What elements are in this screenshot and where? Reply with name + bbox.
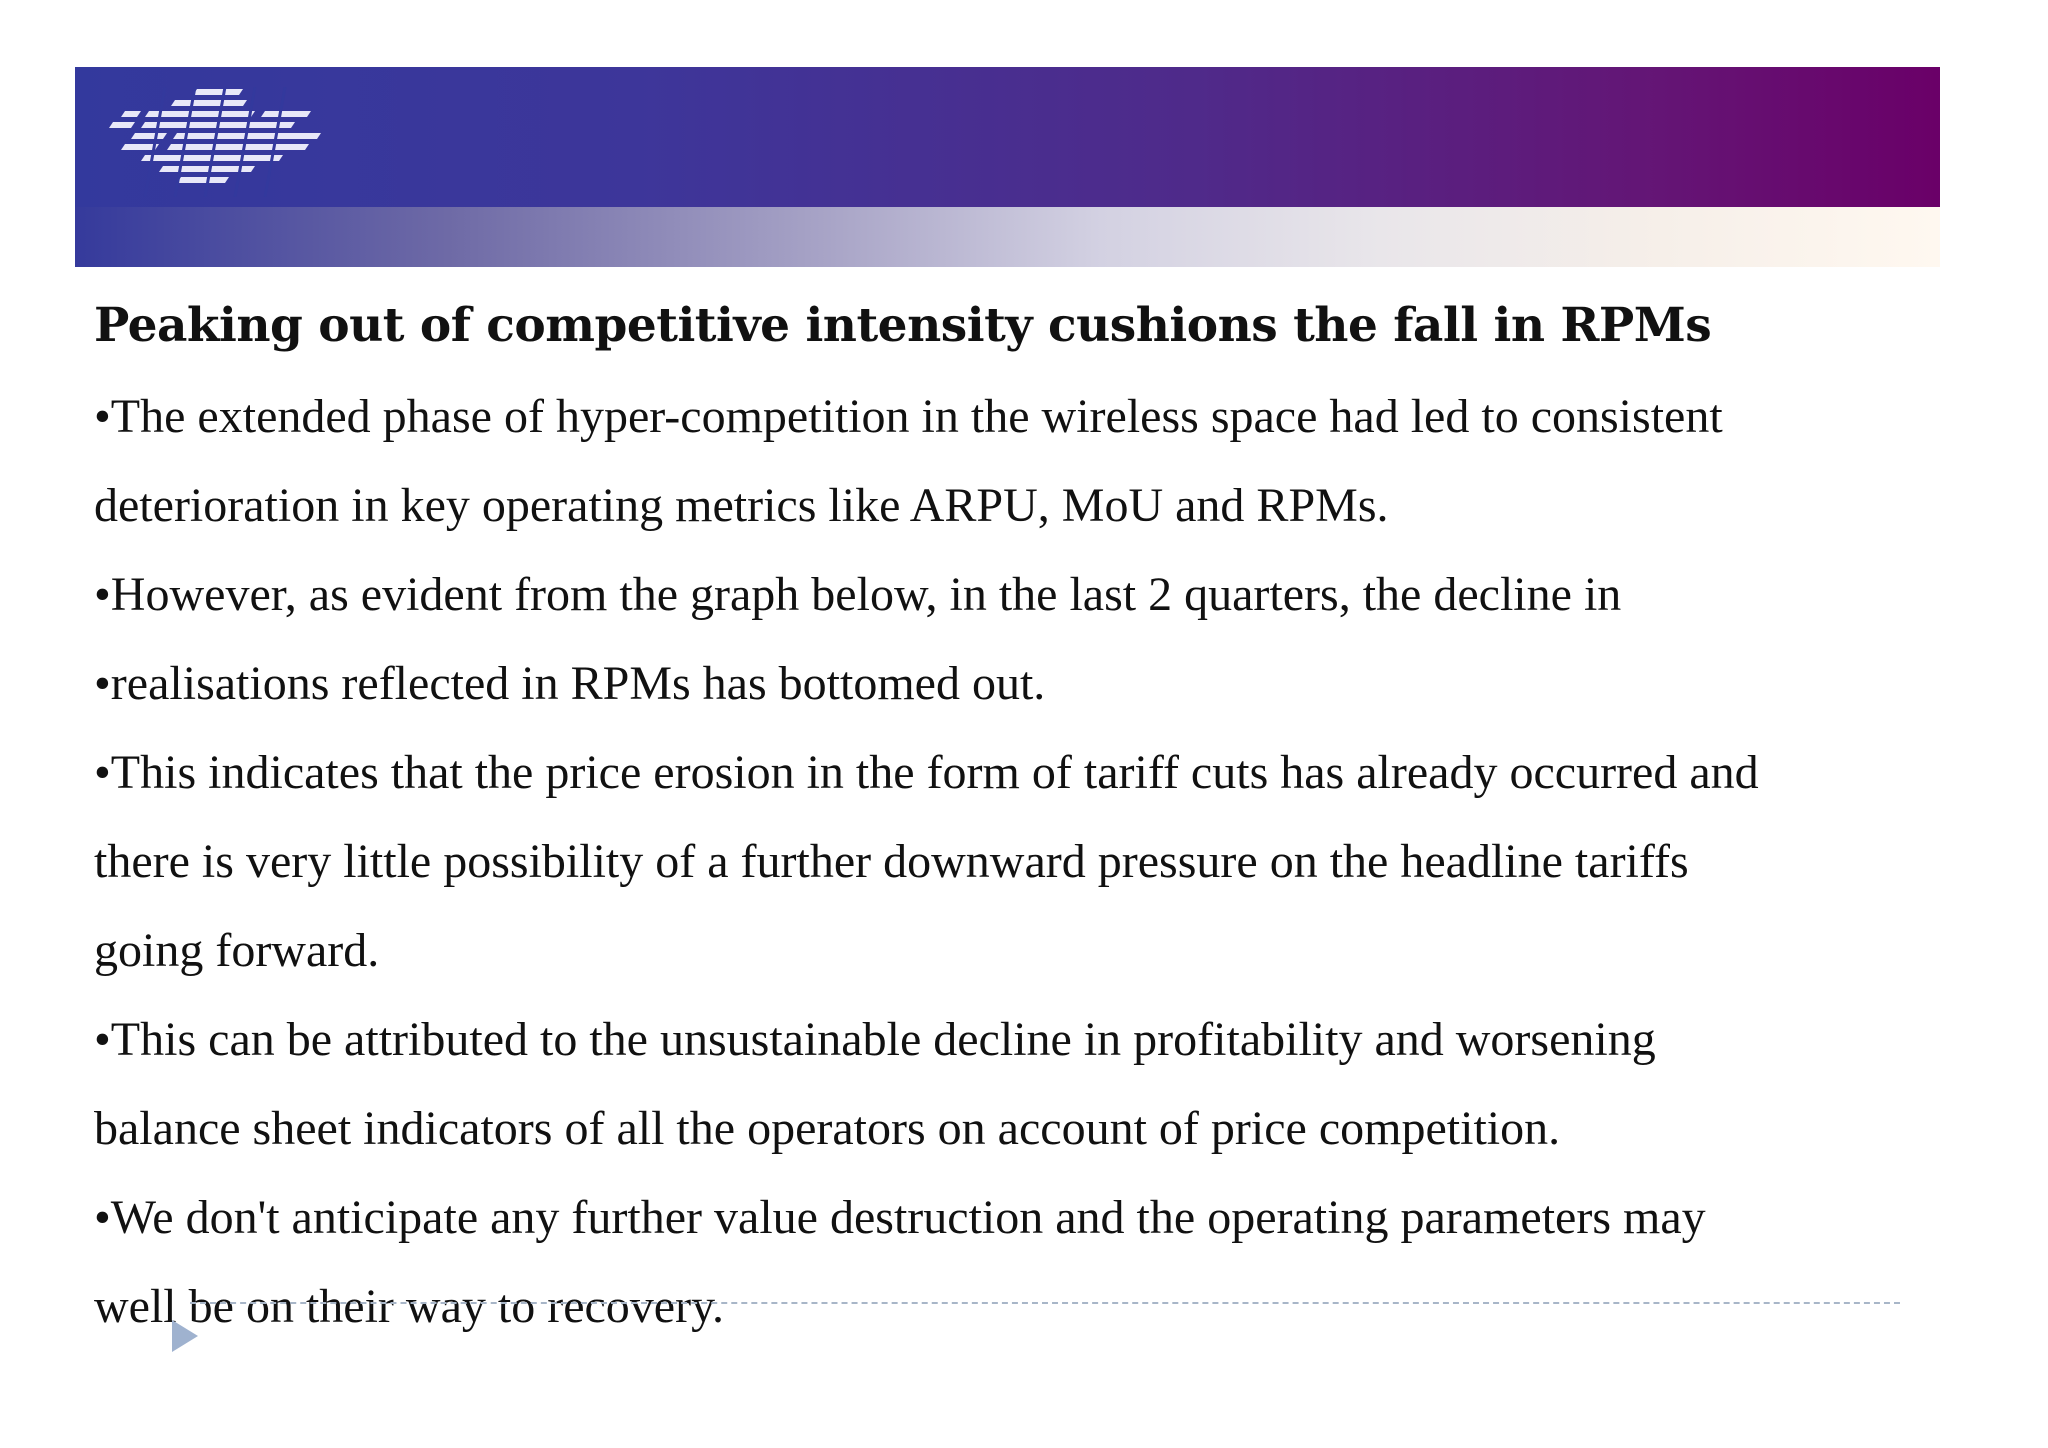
body-line: there is very little possibility of a fu… (94, 835, 1689, 888)
body-line: •We don't anticipate any further value d… (94, 1191, 1706, 1244)
striped-logo-icon (109, 87, 321, 197)
triangle-right-icon (172, 1320, 198, 1352)
footer-divider (190, 1302, 1900, 1304)
body-line: •This indicates that the price erosion i… (94, 746, 1759, 799)
body-line: well be on their way to recovery. (94, 1280, 724, 1333)
banner-top-gradient (75, 67, 1940, 207)
body-line: •realisations reflected in RPMs has bott… (94, 657, 1046, 710)
banner-bottom-gradient (75, 207, 1940, 267)
slide-heading: Peaking out of competitive intensity cus… (94, 298, 1712, 353)
slide-content: Peaking out of competitive intensity cus… (94, 290, 2014, 1351)
body-line: •The extended phase of hyper-competition… (94, 390, 1723, 443)
body-line: deterioration in key operating metrics l… (94, 479, 1389, 532)
body-line: going forward. (94, 924, 380, 977)
body-line: •This can be attributed to the unsustain… (94, 1013, 1656, 1066)
body-line: balance sheet indicators of all the oper… (94, 1102, 1561, 1155)
body-line: •However, as evident from the graph belo… (94, 568, 1622, 621)
header-banner (75, 67, 1940, 267)
